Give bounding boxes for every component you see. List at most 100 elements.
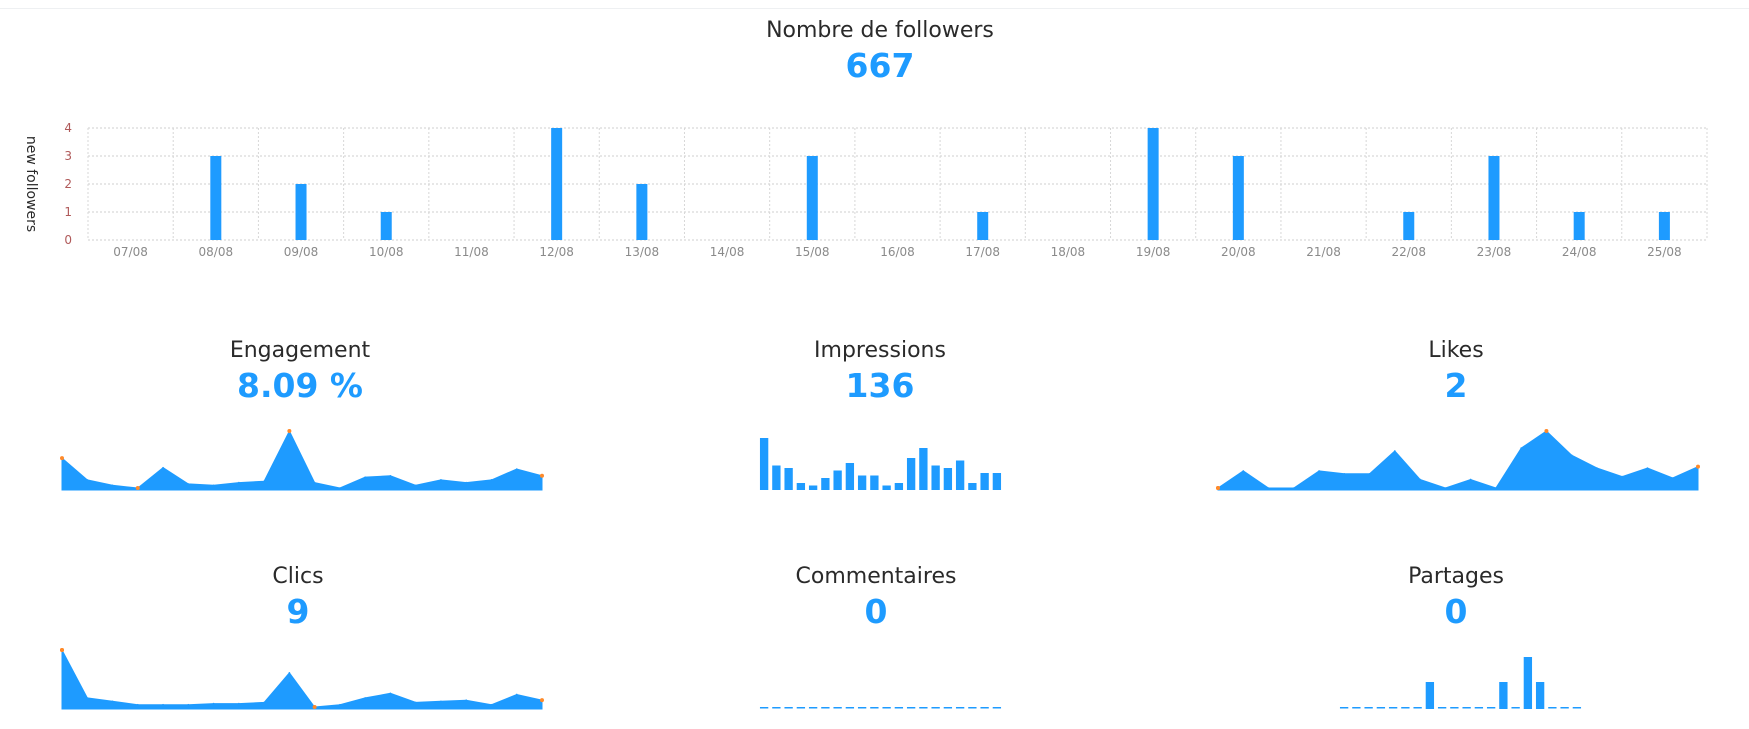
marker-point [312, 705, 317, 709]
bar-6 [833, 470, 842, 490]
x-tick-label: 07/08 [113, 245, 148, 259]
bar-15 [943, 707, 953, 709]
data-point-5 [187, 703, 190, 706]
data-point-5 [1343, 472, 1346, 475]
bar-19 [992, 707, 1002, 709]
bar-13 [1499, 682, 1508, 709]
followers-bar-chart: 0 1 2 3 4 07/08 08/08 09/08 10/08 11/08 12/08 13/08… [23, 121, 1708, 259]
bar-18 [1560, 707, 1569, 709]
marker-point [1216, 486, 1220, 490]
data-point-17 [1646, 467, 1649, 469]
bar-0 [1339, 707, 1349, 709]
x-tick-label: 12/08 [539, 245, 574, 259]
bar-9 [870, 707, 879, 709]
data-point-13 [389, 474, 392, 477]
bar-4 [808, 707, 818, 709]
bar-6 [1413, 707, 1422, 709]
x-tick-label: 18/08 [1051, 245, 1086, 259]
data-point-1 [86, 479, 89, 481]
data-point-13 [389, 692, 392, 695]
bar-0 [759, 438, 769, 490]
data-point-15 [440, 700, 442, 703]
data-point-9 [1444, 487, 1447, 489]
bar-22/08 [1403, 212, 1415, 240]
data-point-1 [1242, 470, 1245, 472]
bar-17 [1548, 707, 1557, 709]
likes-title: Likes [1428, 338, 1484, 363]
engagement-title: Engagement [229, 338, 371, 363]
engagement-value: 8.09 % [237, 366, 363, 405]
x-tick-label: 15/08 [795, 245, 830, 259]
data-point-2 [111, 700, 114, 703]
x-tick-label: 10/08 [369, 245, 404, 259]
bar-12 [906, 458, 916, 490]
data-point-10 [1469, 478, 1472, 481]
x-tick-label: 16/08 [880, 245, 915, 259]
bar-10 [1462, 707, 1471, 709]
bar-1 [772, 707, 781, 709]
data-point-16 [1621, 475, 1624, 478]
x-tick-label: 17/08 [965, 245, 1000, 259]
data-point-17 [490, 479, 493, 481]
bar-0 [759, 707, 769, 709]
commentaires-title: Commentaires [795, 564, 957, 589]
y-tick-label: 1 [64, 205, 72, 219]
y-tick-label: 4 [64, 121, 72, 135]
bar-15/08 [806, 156, 818, 240]
data-point-18 [515, 693, 518, 696]
clics-title: Clics [272, 564, 324, 589]
commentaires-value: 0 [864, 592, 888, 631]
bar-11 [894, 707, 904, 709]
bar-5 [1401, 707, 1410, 709]
area-series [61, 429, 543, 491]
x-tick-label: 23/08 [1477, 245, 1512, 259]
bar-14 [931, 465, 940, 490]
marker-point [135, 486, 140, 490]
bar-16 [955, 707, 965, 709]
bar-3 [796, 707, 806, 709]
data-point-14 [1570, 454, 1573, 457]
data-point-8 [263, 480, 265, 483]
bar-16 [1535, 682, 1545, 709]
top-divider [0, 0, 1749, 9]
x-tick-label: 21/08 [1306, 245, 1341, 259]
data-point-7 [238, 702, 240, 705]
followers-value: 667 [845, 46, 915, 85]
y-tick-label: 2 [64, 177, 72, 191]
bar-09/08 [295, 184, 307, 240]
bar-11 [1474, 707, 1484, 709]
bar-8 [1437, 707, 1447, 709]
likes-area-chart [1216, 429, 1700, 491]
data-point-2 [1267, 487, 1270, 489]
marker-point [540, 698, 544, 703]
x-tick-label: 11/08 [454, 245, 489, 259]
data-point-4 [162, 466, 164, 469]
data-point-17 [490, 703, 493, 706]
bar-23/08 [1488, 156, 1500, 240]
engagement-area-chart [60, 429, 544, 491]
bar-19/08 [1147, 128, 1159, 240]
clics-value: 9 [286, 592, 310, 631]
bar-3 [796, 483, 806, 490]
partages-title: Partages [1408, 564, 1504, 589]
bar-17/08 [977, 212, 989, 240]
data-point-5 [187, 483, 190, 485]
data-point-3 [136, 703, 139, 706]
bar-3 [1376, 707, 1386, 709]
bar-5 [821, 478, 830, 490]
data-point-16 [465, 481, 468, 484]
impressions-title: Impressions [814, 338, 946, 363]
partages-value: 0 [1444, 592, 1468, 631]
bar-16 [955, 460, 965, 490]
x-tick-label: 14/08 [710, 245, 745, 259]
bar-4 [1388, 707, 1398, 709]
marker-point [60, 648, 64, 652]
bar-4 [808, 485, 818, 490]
bar-6 [833, 707, 842, 709]
impressions-value: 136 [845, 366, 915, 405]
x-tick-label: 25/08 [1647, 245, 1682, 259]
x-tick-label: 08/08 [199, 245, 234, 259]
x-tick-label: 20/08 [1221, 245, 1256, 259]
bar-8 [857, 707, 867, 709]
data-point-12 [364, 476, 366, 478]
